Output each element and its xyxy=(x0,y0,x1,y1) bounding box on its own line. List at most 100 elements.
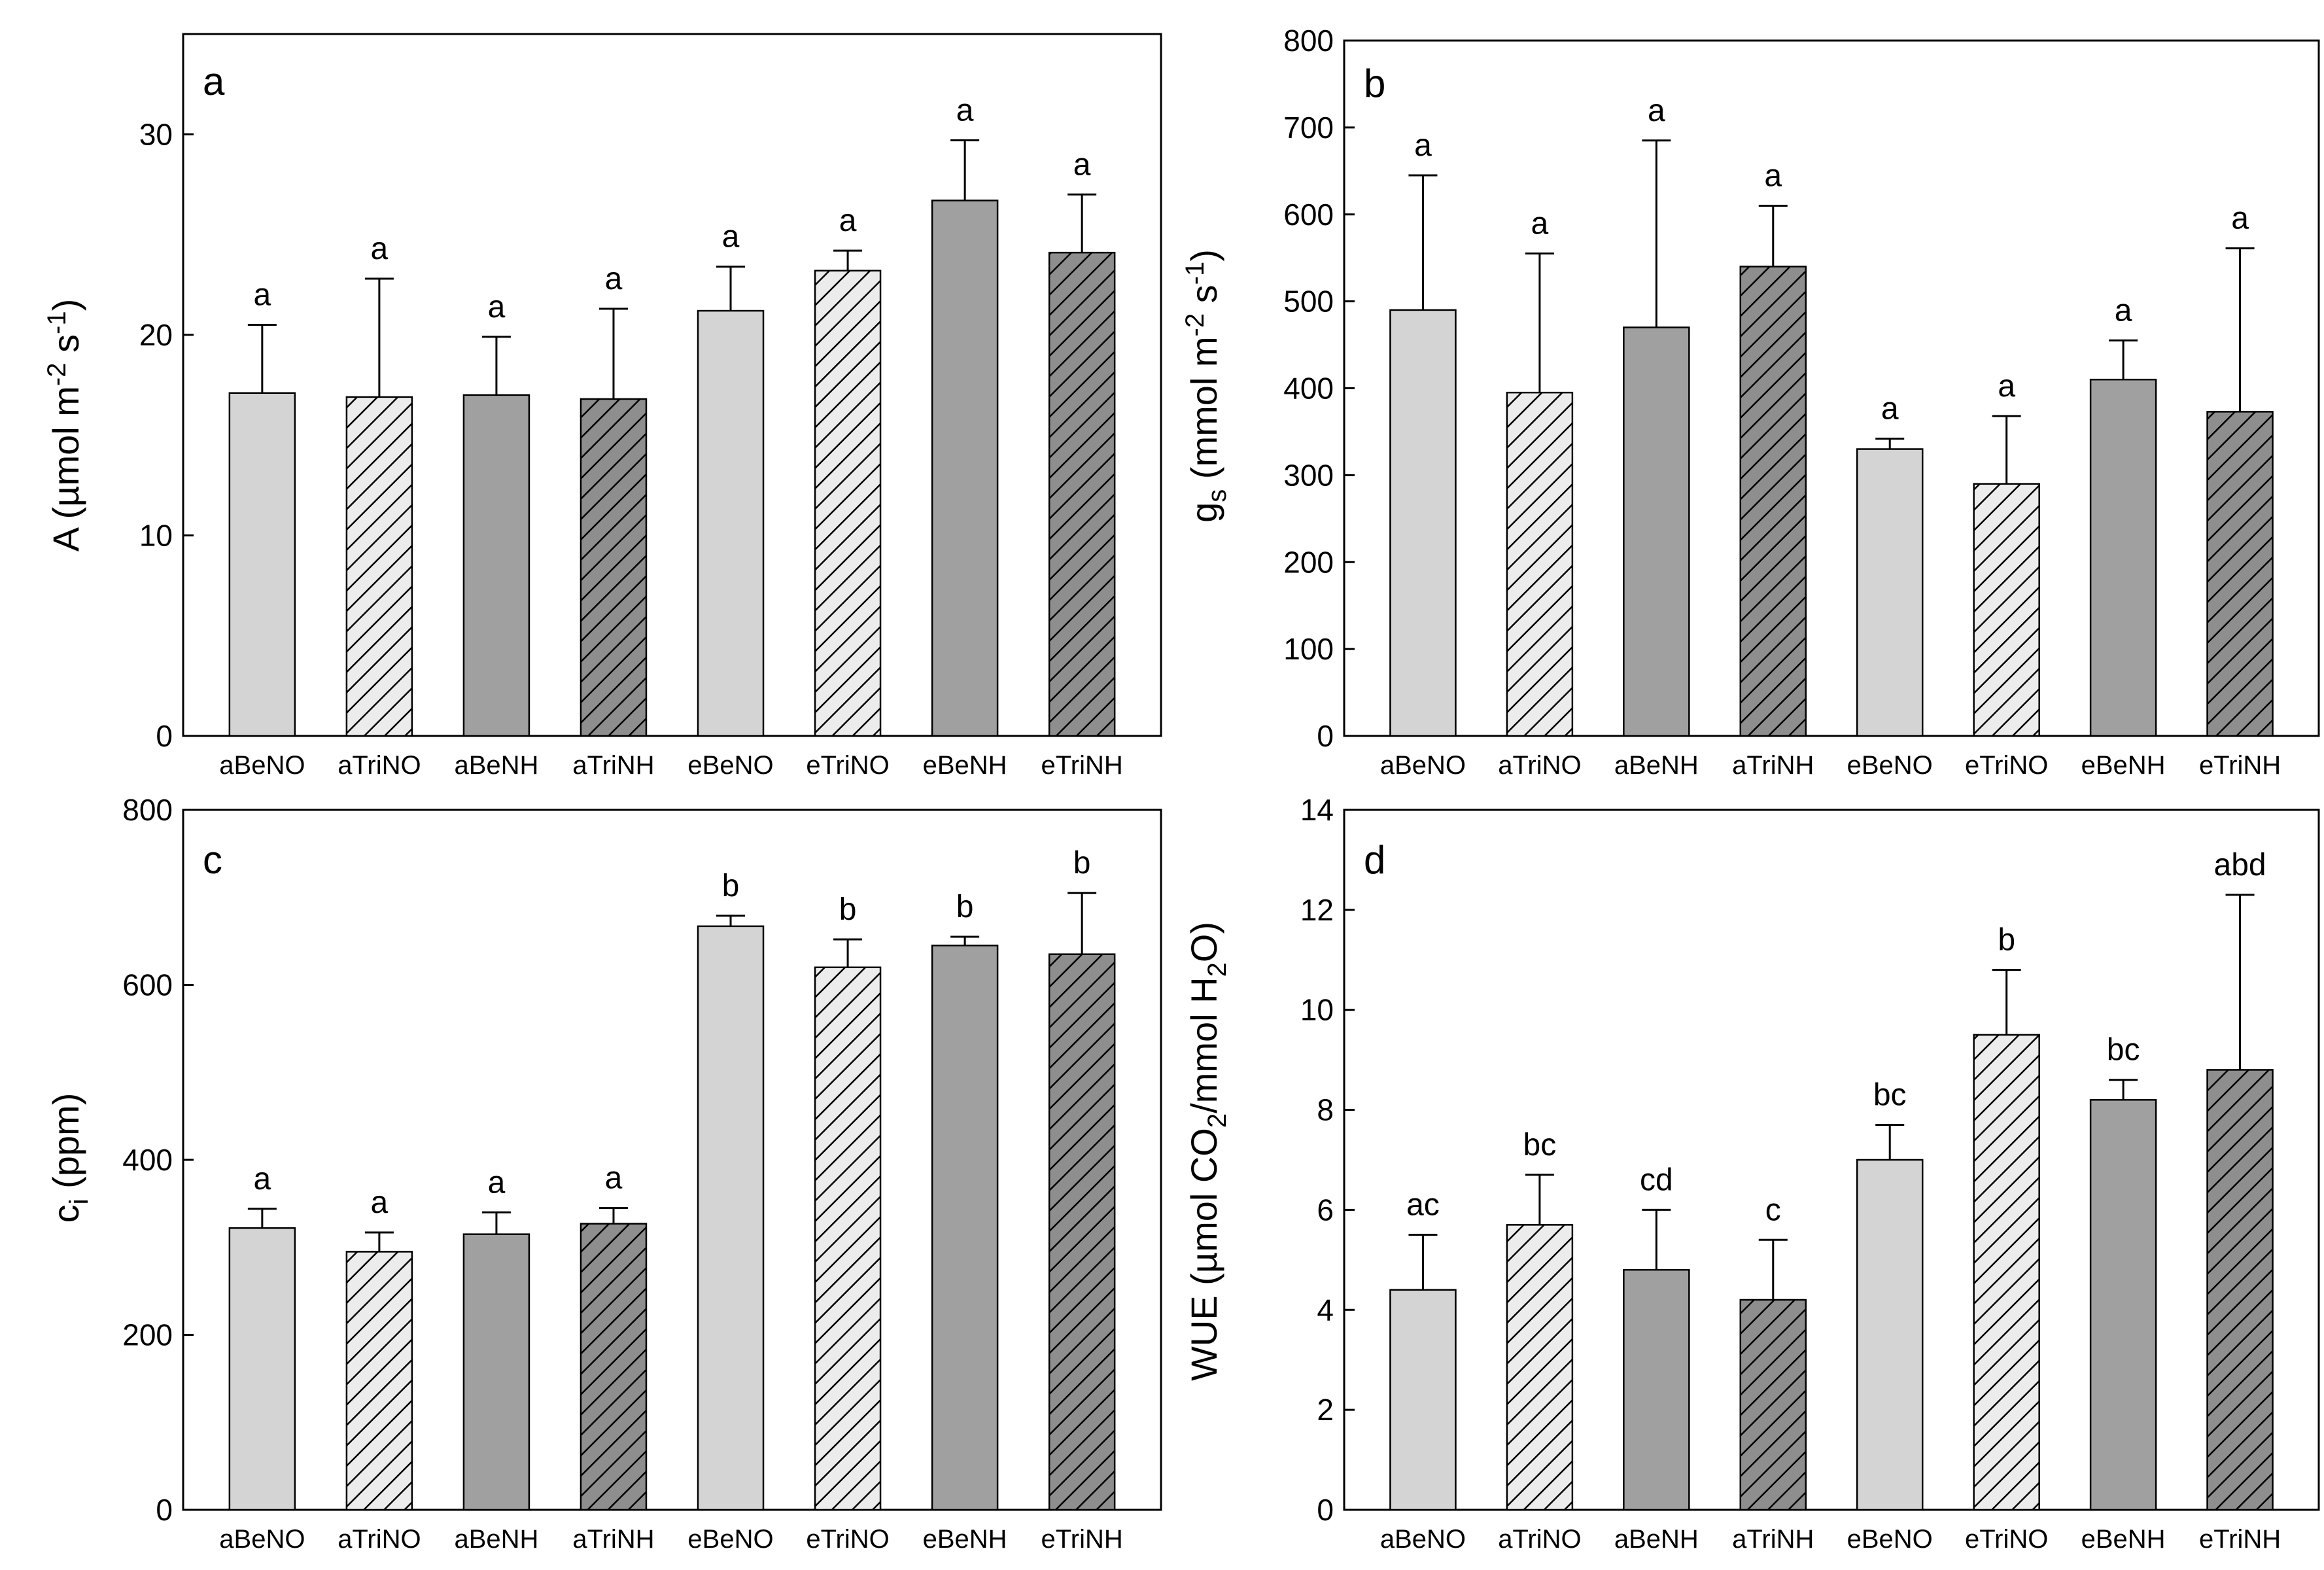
panel-c-category-label: eTriNO xyxy=(806,1525,889,1554)
panel-b-y-tick-label: 100 xyxy=(1283,632,1334,666)
panel-a-bar-eTriNO xyxy=(814,270,882,737)
panel-b-category-label: eTriNO xyxy=(1965,751,2048,780)
panel-d-significance-label: cd xyxy=(1640,1162,1673,1197)
panel-c-frame xyxy=(182,809,1162,1511)
panel-c-y-tick-label: 0 xyxy=(156,1493,173,1527)
panel-c-y-tick-label: 600 xyxy=(122,968,173,1002)
panel-a-significance-label: a xyxy=(254,278,271,313)
panel-a-bar-aTriNH xyxy=(580,398,648,737)
panel-d-bar-eBeNO xyxy=(1856,1159,1924,1511)
panel-a-category-label: aBeNO xyxy=(219,751,305,780)
panel-c-category-label: aTriNO xyxy=(338,1525,421,1554)
panel-a-bar-aBeNH xyxy=(462,394,530,737)
panel-c-category-label: aTriNH xyxy=(572,1525,654,1554)
panel-b-y-tick-label: 500 xyxy=(1283,285,1334,319)
panel-c-significance-label: b xyxy=(956,890,974,924)
panel-c-y-tick-label: 200 xyxy=(122,1318,173,1352)
panel-b-significance-label: a xyxy=(1648,94,1665,128)
panel-d-significance-label: ac xyxy=(1406,1188,1440,1223)
panel-c-significance-label: a xyxy=(254,1162,271,1196)
panel-c-y-axis-label: ci (ppm) xyxy=(45,1093,94,1223)
panel-d-y-tick-label: 2 xyxy=(1317,1393,1334,1427)
panel-a-y-tick-label: 30 xyxy=(139,117,173,151)
panel-c-bar-aTriNO xyxy=(345,1251,413,1511)
panel-a-category-label: aTriNH xyxy=(572,751,654,780)
panel-c-bar-eTriNH xyxy=(1048,953,1116,1511)
panel-a-frame xyxy=(182,33,1162,737)
panel-c-category-label: eTriNH xyxy=(1041,1525,1123,1554)
panel-d-category-label: eBeNH xyxy=(2081,1525,2166,1554)
panel-a-significance-label: a xyxy=(839,203,857,238)
panel-b-y-tick-label: 0 xyxy=(1317,719,1334,753)
panel-c-bar-eBeNH xyxy=(931,945,999,1511)
panel-b-category-label: aTriNH xyxy=(1732,751,1814,780)
panel-d-y-tick-label: 14 xyxy=(1300,793,1334,827)
panel-b-significance-label: a xyxy=(1531,207,1549,241)
panel-d-bar-aBeNH xyxy=(1623,1268,1690,1511)
panel-a-bar-aTriNO xyxy=(345,396,413,737)
panel-d-significance-label: bc xyxy=(2107,1033,2140,1068)
panel-b-category-label: eBeNO xyxy=(1847,751,1933,780)
panel-a-category-label: eBeNO xyxy=(687,751,773,780)
panel-d-bar-eTriNH xyxy=(2206,1069,2274,1511)
panel-c-significance-label: a xyxy=(371,1185,389,1220)
panel-b-bar-eBeNO xyxy=(1856,448,1924,737)
panel-a-bar-eTriNH xyxy=(1048,251,1116,737)
panel-b-bar-aBeNH xyxy=(1623,326,1690,737)
panel-d-category-label: aTriNH xyxy=(1732,1525,1814,1554)
panel-b-frame xyxy=(1343,39,2320,737)
panel-d-category-label: eTriNO xyxy=(1965,1525,2048,1554)
panel-c-category-label: eBeNO xyxy=(687,1525,773,1554)
panel-a-significance-label: a xyxy=(722,220,740,254)
panel-d-y-tick-label: 12 xyxy=(1300,893,1334,927)
panel-a-bar-eBeNH xyxy=(931,200,999,737)
panel-d-y-tick-label: 0 xyxy=(1317,1493,1334,1527)
panel-b-y-axis-label: gs (mmol m-2 s-1) xyxy=(1181,249,1232,523)
panel-b-letter: b xyxy=(1364,61,1385,105)
panel-a-y-tick-label: 20 xyxy=(139,318,173,352)
panel-b-category-label: aBeNO xyxy=(1380,751,1466,780)
panel-d-bar-aTriNH xyxy=(1739,1299,1807,1511)
panel-d-y-tick-label: 8 xyxy=(1317,1093,1334,1127)
panel-b-significance-label: a xyxy=(1881,392,1899,427)
panel-c-significance-label: b xyxy=(722,869,740,903)
panel-a-category-label: eTriNH xyxy=(1041,751,1123,780)
panel-d-frame xyxy=(1343,809,2320,1511)
panel-b-bar-eBeNH xyxy=(2089,378,2157,737)
panel-b-y-tick-label: 200 xyxy=(1283,545,1334,579)
panel-b-significance-label: a xyxy=(1998,369,2015,404)
panel-a-significance-label: a xyxy=(488,290,506,324)
panel-d-letter: d xyxy=(1364,838,1385,882)
panel-c-y-tick-label: 800 xyxy=(122,793,173,827)
panel-d-y-tick-label: 4 xyxy=(1317,1293,1334,1327)
panel-c: ci (ppm) c 0 200 400 600 800 a aBeNO a aTriNO a aB… xyxy=(45,793,1162,1554)
panel-d-bar-eTriNO xyxy=(1973,1034,2040,1511)
panel-b-y-tick-label: 300 xyxy=(1283,458,1334,492)
panel-b-bar-aBeNO xyxy=(1389,309,1457,737)
panel-c-y-tick-label: 400 xyxy=(122,1143,173,1177)
panel-a-letter: a xyxy=(203,60,225,103)
panel-d-bar-aBeNO xyxy=(1389,1289,1457,1511)
panel-a-category-label: eTriNO xyxy=(806,751,889,780)
panel-a-y-axis-label: A (µmol m-2 s-1) xyxy=(43,299,86,552)
panel-d-significance-label: abd xyxy=(2214,848,2266,882)
panel-a-bar-aBeNO xyxy=(228,392,296,737)
panel-d-significance-label: bc xyxy=(1873,1078,1907,1113)
panel-a-significance-label: a xyxy=(605,262,623,296)
panel-b-category-label: eBeNH xyxy=(2081,751,2166,780)
panel-a-significance-label: a xyxy=(956,93,974,128)
panel-c-letter: c xyxy=(203,838,222,882)
panel-d-significance-label: c xyxy=(1765,1193,1781,1227)
panel-d: WUE (µmol CO2/mmol H2O) d 0 2 4 6 8 10 12 14 ac a… xyxy=(1183,793,2320,1554)
panel-d-bar-eBeNH xyxy=(2089,1099,2157,1511)
panel-b-bar-aTriNH xyxy=(1739,266,1807,737)
panel-a-category-label: aBeNH xyxy=(454,751,538,780)
panel-d-bar-aTriNO xyxy=(1506,1224,1574,1511)
panel-d-category-label: aBeNO xyxy=(1380,1525,1466,1554)
panel-a-y-tick-label: 10 xyxy=(139,518,173,552)
panel-b: gs (mmol m-2 s-1) b 0 100 200 300 400 500 600 7… xyxy=(1181,24,2320,780)
panel-b-category-label: aBeNH xyxy=(1614,751,1699,780)
panel-d-category-label: aTriNO xyxy=(1498,1525,1581,1554)
panel-a-category-label: aTriNO xyxy=(338,751,421,780)
